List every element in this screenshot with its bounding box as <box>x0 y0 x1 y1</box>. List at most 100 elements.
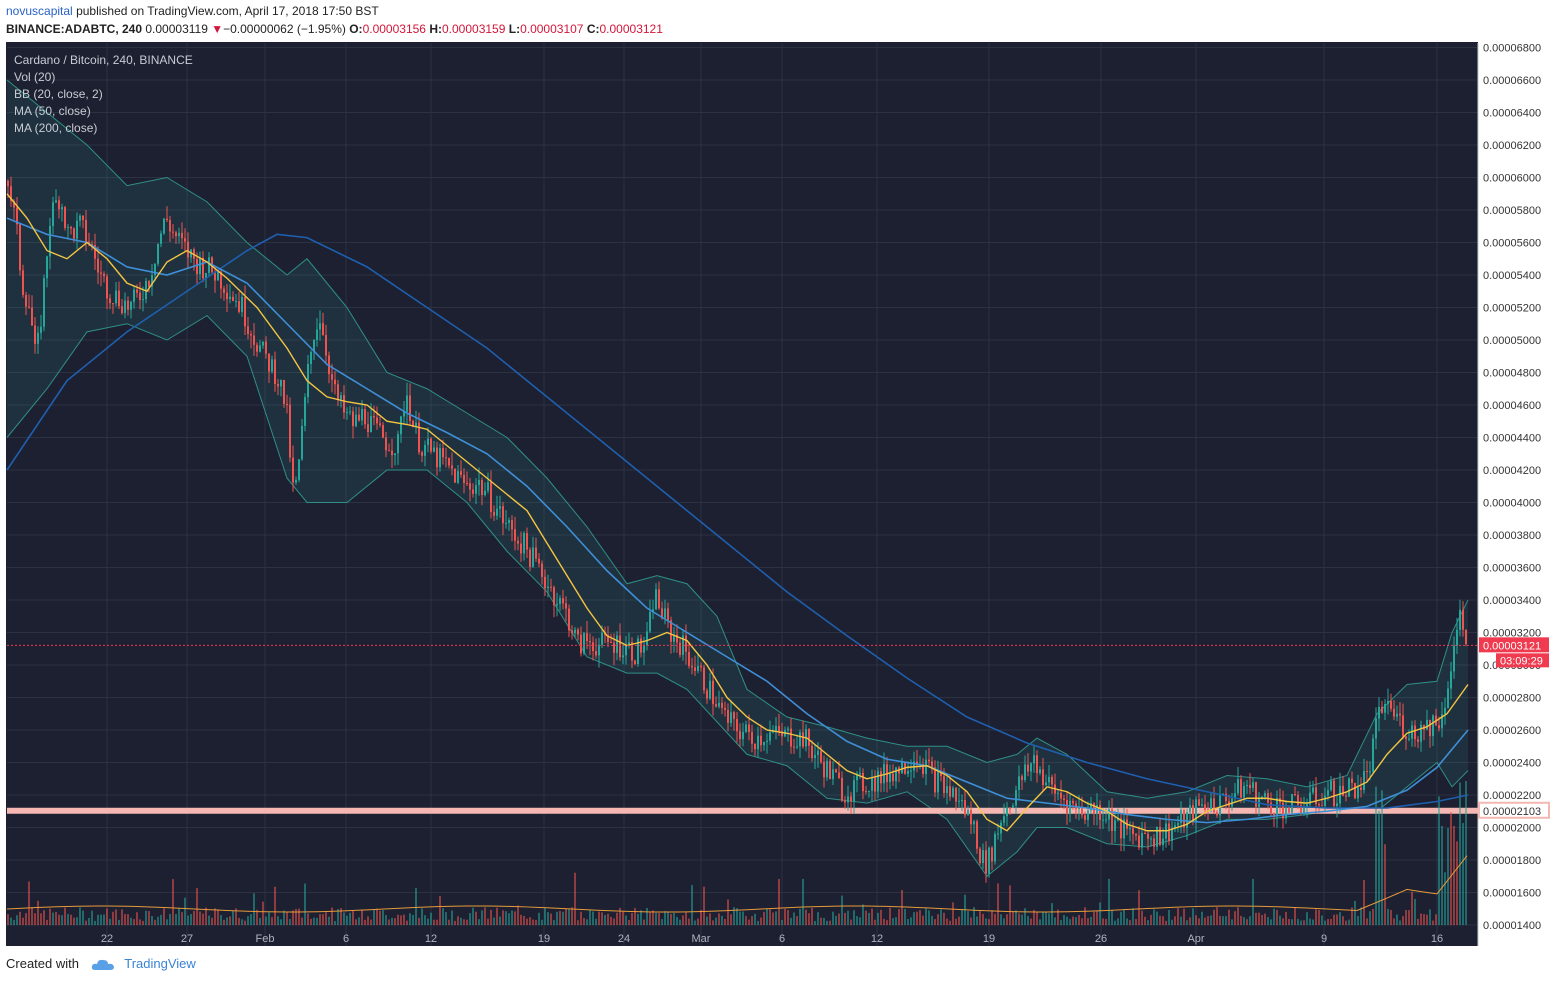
candle-body <box>1138 835 1140 848</box>
candle-body <box>124 300 126 314</box>
legend-vol[interactable]: Vol (20) <box>14 70 56 84</box>
candle-body <box>835 769 837 773</box>
volume-bar <box>304 883 306 925</box>
time-axis-labels: 22 27 Feb 6 12 19 24 Mar 6 12 19 26 Apr 9 16 <box>101 933 1443 945</box>
candle-body <box>1219 795 1221 816</box>
candle-body <box>928 759 930 762</box>
volume-bar <box>1195 915 1197 925</box>
volume-bar <box>106 908 108 925</box>
candle-body <box>1402 715 1404 737</box>
volume-bar <box>667 911 669 925</box>
candle-body <box>493 511 495 516</box>
candle-body <box>31 307 33 326</box>
candle-body <box>445 457 447 459</box>
volume-bar <box>220 915 222 925</box>
candle-body <box>154 263 156 276</box>
volume-bar <box>43 910 45 925</box>
low-value: 0.00003107 <box>520 22 584 36</box>
candle-body <box>235 301 237 303</box>
tradingview-link[interactable]: TradingView <box>124 956 196 971</box>
price-axis-tick: 0.00002600 <box>1483 725 1541 737</box>
volume-bar <box>1051 903 1053 925</box>
candle-body <box>109 298 111 304</box>
candle-body <box>937 772 939 793</box>
volume-bar <box>1324 920 1326 925</box>
legend-title[interactable]: Cardano / Bitcoin, 240, BINANCE <box>14 53 193 67</box>
legend-bb[interactable]: BB (20, close, 2) <box>14 87 103 101</box>
volume-bar <box>157 916 159 925</box>
tradingview-cloud-icon[interactable] <box>91 958 115 972</box>
volume-bar <box>733 907 735 925</box>
volume-bar <box>340 908 342 925</box>
candle-body <box>700 665 702 668</box>
candle-body <box>802 732 804 747</box>
candle-body <box>736 718 738 732</box>
volume-bar <box>883 918 885 925</box>
volume-bar <box>937 914 939 925</box>
candle-body <box>1264 793 1266 797</box>
candle-body <box>139 292 141 301</box>
time-axis-tick: Apr <box>1187 933 1204 945</box>
volume-bar <box>1243 917 1245 925</box>
volume-bar <box>316 917 318 925</box>
legend-ma200[interactable]: MA (200, close) <box>14 121 98 135</box>
volume-bar <box>1114 920 1116 925</box>
candle-body <box>163 218 165 234</box>
volume-bar <box>46 919 48 925</box>
candle-body <box>1282 802 1284 819</box>
candle-body <box>256 344 258 352</box>
volume-bar <box>361 910 363 925</box>
price-chart[interactable]: 0.00006800 0.00006600 0.00006400 0.00006200… <box>0 0 1554 956</box>
volume-bar <box>946 918 948 925</box>
candle-body <box>979 848 981 864</box>
volume-bar <box>877 912 879 925</box>
candle-body <box>1303 807 1305 813</box>
author-link[interactable]: novuscapital <box>6 4 73 18</box>
volume-bar <box>1174 916 1176 925</box>
candle-body <box>1171 827 1173 841</box>
volume-bar <box>670 913 672 925</box>
candle-body <box>322 323 324 336</box>
candle-body <box>622 655 624 658</box>
candle-body <box>61 207 63 210</box>
volume-bar <box>1057 909 1059 925</box>
volume-bar <box>331 907 333 925</box>
candle-body <box>1168 823 1170 841</box>
price-axis-tick: 0.00006000 <box>1483 173 1541 185</box>
volume-bar <box>121 909 123 925</box>
candle-body <box>847 796 849 803</box>
candle-body <box>703 667 705 691</box>
candle-body <box>1027 764 1029 772</box>
volume-bar <box>643 919 645 925</box>
candle-body <box>16 207 18 225</box>
volume-bar <box>955 918 957 925</box>
volume-bar <box>7 914 9 925</box>
candle-body <box>394 453 396 456</box>
legend-ma50[interactable]: MA (50, close) <box>14 104 91 118</box>
candle-body <box>565 603 567 609</box>
price-axis-tick: 0.00006200 <box>1483 140 1541 152</box>
candle-body <box>238 301 240 312</box>
volume-bar <box>1249 916 1251 925</box>
volume-bar <box>481 910 483 925</box>
candle-body <box>796 746 798 748</box>
volume-bar <box>385 914 387 925</box>
candle-body <box>964 800 966 816</box>
volume-bar <box>736 908 738 925</box>
candle-body <box>1045 782 1047 786</box>
candle-body <box>181 232 183 239</box>
candle-body <box>1102 819 1104 821</box>
volume-bar <box>919 910 921 925</box>
volume-bar <box>1351 907 1353 925</box>
candle-body <box>1114 820 1116 832</box>
volume-bar <box>589 909 591 925</box>
candle-body <box>637 638 639 664</box>
candle-body <box>262 341 264 346</box>
volume-bar <box>1153 909 1155 925</box>
candle-body <box>412 420 414 428</box>
volume-bar <box>1081 918 1083 925</box>
candle-body <box>361 409 363 421</box>
volume-bar <box>379 910 381 925</box>
volume-bar <box>127 914 129 925</box>
candle-body <box>205 272 207 279</box>
